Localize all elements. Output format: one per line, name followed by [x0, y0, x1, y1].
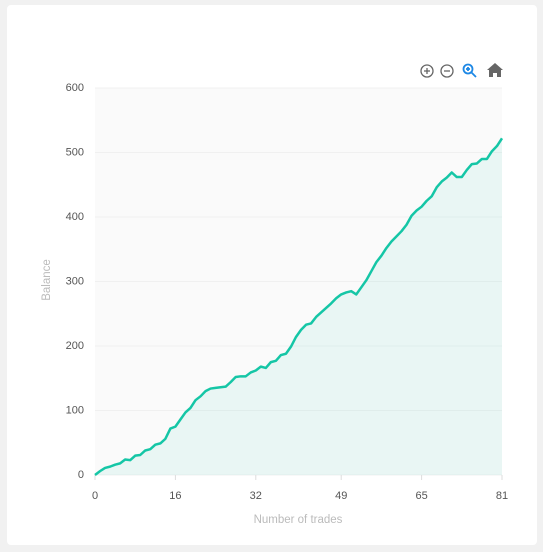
- x-tick-label: 49: [335, 490, 347, 502]
- zoom-in-button[interactable]: [420, 64, 434, 78]
- reset-zoom-button[interactable]: [487, 63, 503, 77]
- line: [94, 137, 504, 476]
- x-tick-label: 0: [92, 490, 98, 502]
- y-tick-label: 0: [78, 469, 84, 481]
- x-tick-label: 81: [496, 490, 508, 502]
- y-tick-label: 200: [66, 340, 84, 352]
- x-tick-label: 65: [415, 490, 427, 502]
- y-axis-title: Balance: [41, 259, 53, 301]
- y-tick-label: 100: [66, 404, 84, 416]
- area-fill: [95, 138, 502, 475]
- zoom-select-button[interactable]: [462, 63, 477, 78]
- toolbar: [420, 63, 503, 78]
- x-axis-title: Number of trades: [254, 514, 343, 526]
- zoom-out-button[interactable]: [440, 64, 454, 78]
- x-tick-label: 16: [169, 490, 181, 502]
- y-tick-label: 500: [66, 146, 84, 158]
- y-tick-label: 600: [66, 82, 84, 94]
- y-tick-label: 300: [66, 275, 84, 287]
- y-tick-label: 400: [66, 211, 84, 223]
- x-tick-label: 32: [250, 490, 262, 502]
